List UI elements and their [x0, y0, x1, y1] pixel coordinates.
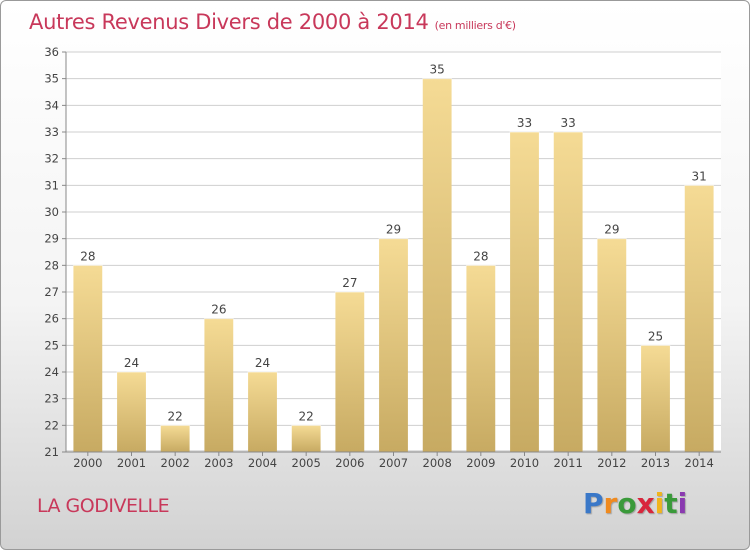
y-tick-label: 23 [44, 392, 59, 406]
x-tick-label: 2014 [685, 456, 714, 470]
x-tick-label: 2009 [466, 456, 495, 470]
chart-title-unit: (en milliers d'€) [434, 19, 516, 32]
logo-letter: r [603, 487, 618, 520]
x-tick-label: 2013 [641, 456, 670, 470]
y-tick-label: 22 [44, 418, 59, 432]
x-tick-label: 2004 [248, 456, 277, 470]
bar [641, 345, 670, 452]
bar [291, 425, 321, 452]
bar [73, 265, 103, 452]
y-tick-label: 34 [44, 98, 59, 112]
y-tick-label: 26 [44, 312, 59, 326]
y-tick-label: 27 [44, 285, 59, 299]
data-label: 27 [342, 276, 357, 290]
logo-letter: t [664, 487, 678, 520]
bar [379, 238, 408, 452]
chart-title-text: Autres Revenus Divers de 2000 à 2014 [29, 10, 429, 34]
bar [160, 425, 190, 452]
y-tick-label: 29 [44, 232, 59, 246]
x-tick-labels: 2000 2001 2002 2003 2004 2005 2006 2007 2008 2009… [73, 452, 714, 470]
data-label: 31 [692, 169, 707, 183]
y-tick-labels: 21 22 23 24 25 26 27 28 29 30 31 32 33 34 35 36 [44, 45, 66, 459]
y-tick-label: 32 [44, 152, 59, 166]
y-tick-label: 30 [44, 205, 59, 219]
proxiti-logo: Proxiti [583, 487, 687, 520]
bar [553, 132, 583, 452]
x-tick-label: 2002 [161, 456, 190, 470]
place-name: LA GODIVELLE [37, 495, 170, 517]
y-tick-label: 25 [44, 338, 59, 352]
logo-letter: P [583, 487, 604, 520]
y-tick-label: 28 [44, 258, 59, 272]
bar [204, 318, 234, 452]
data-label: 25 [648, 329, 663, 343]
data-labels: 28 24 22 26 24 22 27 29 35 28 33 33 29 25 31 [80, 63, 707, 424]
y-tick-label: 21 [44, 445, 59, 459]
bar [466, 265, 496, 452]
bar [422, 78, 452, 453]
data-label: 22 [168, 409, 183, 423]
x-tick-label: 2003 [204, 456, 233, 470]
data-label: 28 [473, 249, 488, 263]
x-tick-label: 2011 [554, 456, 583, 470]
y-tick-label: 33 [44, 125, 59, 139]
y-tick-label: 24 [44, 365, 59, 379]
data-label: 33 [561, 116, 576, 130]
y-tick-label: 35 [44, 72, 59, 86]
y-tick-label: 36 [44, 45, 59, 59]
data-label: 33 [517, 116, 532, 130]
data-label: 29 [386, 223, 401, 237]
x-tick-label: 2007 [379, 456, 408, 470]
data-label: 35 [430, 63, 445, 77]
x-tick-label: 2006 [335, 456, 364, 470]
data-label: 22 [299, 409, 314, 423]
logo-letter: o [617, 487, 637, 520]
bar [335, 292, 365, 452]
x-tick-label: 2012 [597, 456, 626, 470]
bars [72, 78, 715, 453]
data-label: 24 [255, 356, 270, 370]
x-tick-label: 2001 [117, 456, 146, 470]
bar [248, 372, 277, 452]
data-label: 26 [211, 303, 226, 317]
bar [510, 132, 539, 452]
x-tick-label: 2010 [510, 456, 539, 470]
y-tick-label: 31 [44, 178, 59, 192]
logo-letter: x [636, 487, 655, 520]
chart-title: Autres Revenus Divers de 2000 à 2014 (en … [29, 10, 516, 34]
x-tick-label: 2008 [423, 456, 452, 470]
bar [117, 372, 146, 452]
bar [684, 185, 714, 453]
x-tick-label: 2005 [292, 456, 321, 470]
data-label: 28 [80, 249, 95, 263]
x-tick-label: 2000 [73, 456, 102, 470]
data-label: 24 [124, 356, 139, 370]
bar [597, 238, 627, 452]
data-label: 29 [604, 223, 619, 237]
logo-letter: i [654, 487, 665, 520]
logo-letter: i [677, 487, 688, 520]
